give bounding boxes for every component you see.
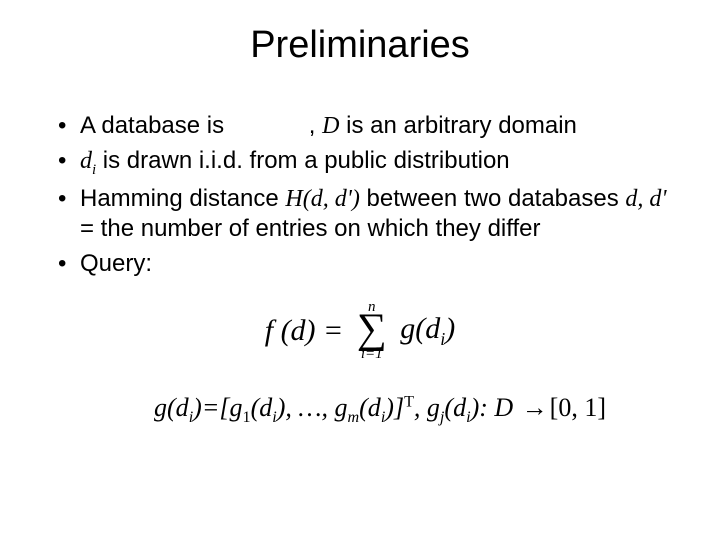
bt-p1: g(d bbox=[154, 393, 189, 422]
bullet-3: Hamming distance H(d, d') between two da… bbox=[58, 184, 680, 245]
bullet-2: di is drawn i.i.d. from a public distrib… bbox=[58, 146, 680, 180]
bt-p7: , g bbox=[414, 393, 440, 422]
b2-di: d bbox=[80, 148, 92, 174]
sigma-icon: ∑ bbox=[357, 311, 387, 349]
b1-text-a: A database is bbox=[80, 112, 231, 139]
bt-p2: )=[g bbox=[193, 393, 242, 422]
bt-p10: [0, 1] bbox=[550, 393, 606, 422]
bullet-list: A database is , D is an arbitrary domain… bbox=[40, 111, 680, 280]
rhs-a: g(d bbox=[400, 312, 440, 345]
b1-text-b: , bbox=[309, 112, 322, 139]
bt-m: m bbox=[348, 409, 360, 426]
bullet-1: A database is , D is an arbitrary domain bbox=[58, 111, 680, 142]
bt-T: T bbox=[404, 393, 414, 410]
b3-H: H(d, d') bbox=[285, 186, 359, 212]
formula-rhs: g(di) bbox=[400, 312, 455, 350]
sum-lower: i=1 bbox=[357, 347, 387, 362]
bottom-equation: g(di)=[g1(di), …, gm(di)]T, gj(di): D →[… bbox=[40, 392, 680, 427]
b4-text: Query: bbox=[80, 250, 152, 277]
b3-b: between two databases bbox=[360, 185, 626, 212]
slide-title: Preliminaries bbox=[40, 24, 680, 67]
bt-p5: (d bbox=[359, 393, 381, 422]
formula-lhs: f (d) = bbox=[265, 314, 344, 348]
formula-block: f (d) = n ∑ i=1 g(di) bbox=[40, 300, 680, 362]
b2-rest: is drawn i.i.d. from a public distributi… bbox=[96, 147, 510, 174]
bt-p4: ), …, g bbox=[277, 393, 348, 422]
formula: f (d) = n ∑ i=1 g(di) bbox=[265, 300, 456, 362]
bullet-4: Query: bbox=[58, 249, 680, 280]
sum-icon: n ∑ i=1 bbox=[357, 300, 387, 362]
arrow-icon: → bbox=[520, 392, 550, 422]
bt-p8: (d bbox=[444, 393, 466, 422]
b3-a: Hamming distance bbox=[80, 185, 285, 212]
bt-p3: (d bbox=[251, 393, 273, 422]
bt-1: 1 bbox=[243, 409, 251, 426]
b3-c: = the number of entries on which they di… bbox=[80, 215, 541, 242]
bt-p9: ): D bbox=[471, 393, 520, 422]
b1-D: D bbox=[322, 113, 339, 139]
b1-text-c: is an arbitrary domain bbox=[339, 112, 576, 139]
slide: Preliminaries A database is , D is an ar… bbox=[0, 0, 720, 540]
rhs-b: ) bbox=[445, 312, 455, 345]
b3-dd: d, d' bbox=[625, 186, 666, 212]
bt-p6: )] bbox=[385, 393, 404, 422]
